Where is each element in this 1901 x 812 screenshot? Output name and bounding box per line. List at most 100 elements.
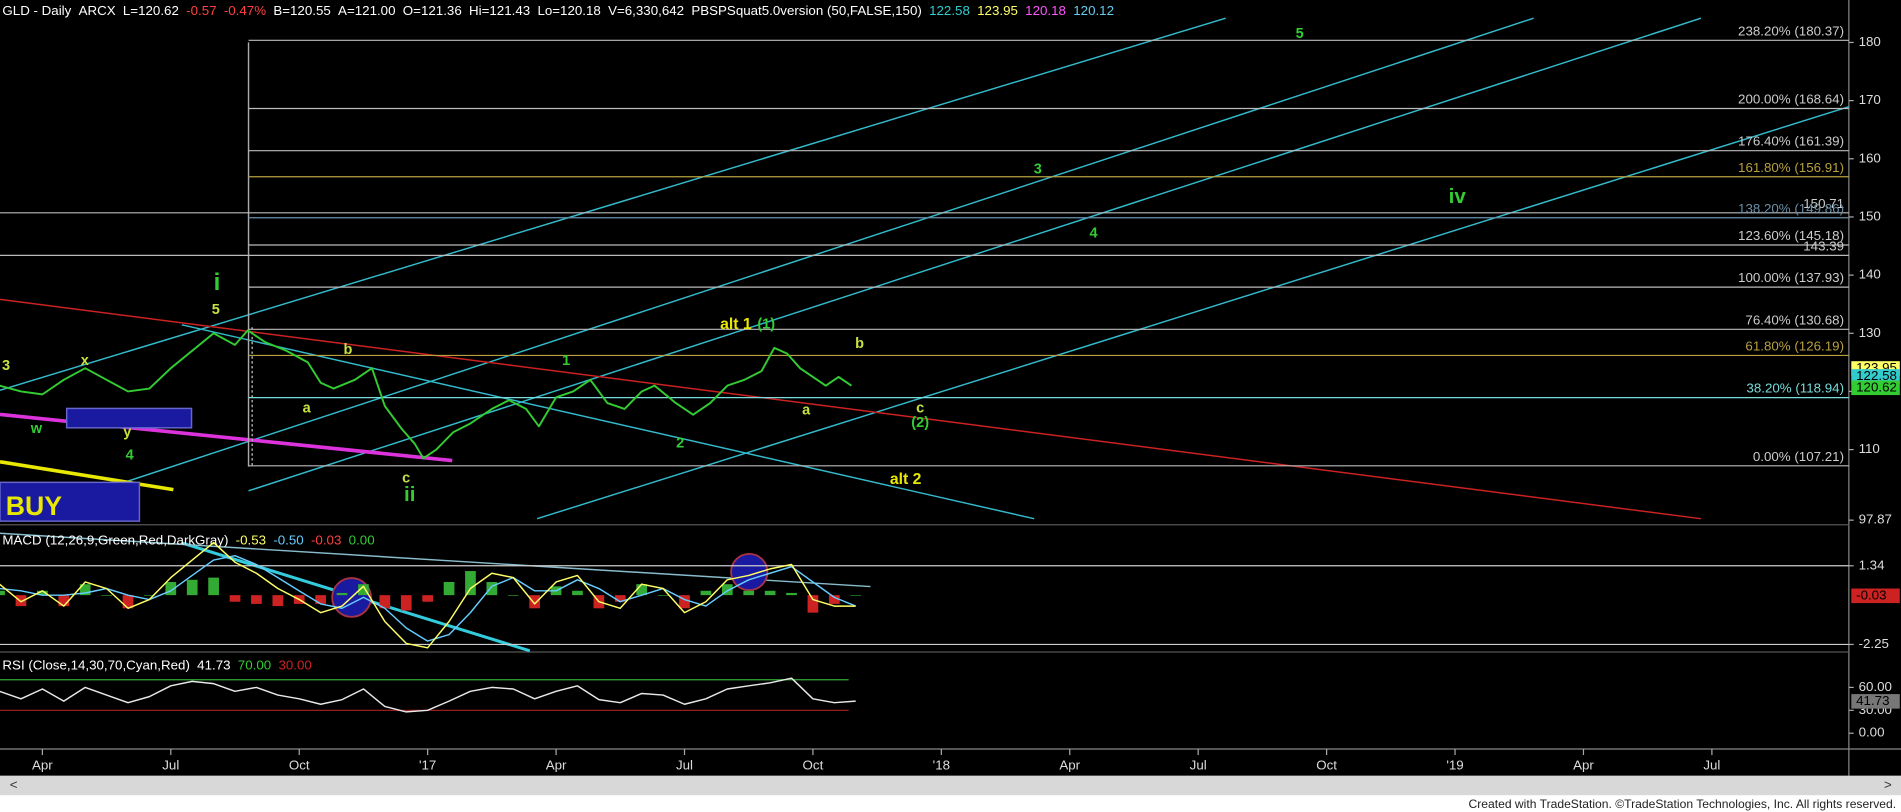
histogram-bar	[614, 595, 626, 602]
value-marker	[1851, 369, 1900, 384]
title-part: O=121.36	[403, 2, 462, 17]
y-tick-label: 160	[1859, 150, 1881, 165]
fib-label: 161.80% (156.91)	[1738, 160, 1844, 175]
title-part: 120.18	[1025, 2, 1066, 17]
histogram-bar	[122, 595, 134, 609]
trend-line	[0, 459, 174, 492]
title-part: Lo=120.18	[537, 2, 600, 17]
x-tick-label: Jul	[1703, 757, 1720, 772]
y-tick-label: 140	[1859, 267, 1881, 282]
fib-label: 61.80% (126.19)	[1745, 338, 1844, 353]
fib-label: 143.39	[1803, 238, 1844, 253]
wave-label: a	[303, 400, 312, 416]
footer-bar	[0, 795, 1901, 812]
series-line	[0, 329, 852, 460]
x-tick-label: '19	[1446, 757, 1463, 772]
histogram-bar	[37, 590, 48, 596]
wave-label: 4	[1090, 226, 1098, 242]
histogram-bar	[186, 579, 198, 596]
wave-label: 3	[1034, 162, 1042, 178]
series-line	[0, 554, 856, 642]
histogram-bar	[743, 590, 755, 596]
wave-label: 4	[126, 448, 134, 464]
histogram-bar	[15, 595, 27, 607]
trend-lines	[0, 17, 1850, 653]
fib-label: 76.40% (130.68)	[1745, 312, 1844, 327]
y-tick-label: 1.34	[1859, 557, 1886, 572]
y-tick-label: 97.87	[1859, 512, 1892, 527]
title-part: PBSPSquat5.0version (50,FALSE,150)	[691, 2, 921, 17]
title-part: V=6,330,642	[608, 2, 684, 17]
channel-line	[248, 17, 1702, 492]
title-part: B=120.55	[273, 2, 330, 17]
scroll-left[interactable]: <	[10, 777, 18, 792]
title-part: -0.47%	[224, 2, 266, 17]
y-tick-label: 110	[1859, 441, 1880, 456]
title-part: 0.00	[349, 532, 375, 547]
scrollbar[interactable]	[0, 775, 1901, 796]
title-part: 123.95	[977, 2, 1018, 17]
histogram-bar	[636, 584, 648, 596]
y-tick-label: 0.00	[1859, 725, 1885, 740]
wave-label: (1)	[757, 317, 775, 333]
fib-label: 100.00% (137.93)	[1738, 270, 1844, 285]
title-part: 122.58	[929, 2, 970, 17]
wave-label: 1	[562, 353, 570, 369]
wave-label: x	[81, 353, 89, 369]
value-marker-label: 120.62	[1856, 379, 1897, 394]
panel-title: RSI (Close,14,30,70,Cyan,Red) 41.73 70.00 3…	[2, 657, 311, 672]
plots: GLD - Daily ARCX L=120.62 -0.57 -0.47% B=120.…	[0, 2, 1900, 772]
wave-label: alt 1	[720, 316, 752, 333]
x-tick-label: Apr	[1573, 757, 1594, 772]
y-tick-label: 180	[1859, 34, 1881, 49]
y-tick-label: 130	[1859, 325, 1881, 340]
y-tick-label: 150	[1859, 208, 1881, 223]
title-part: -0.53	[236, 532, 266, 547]
fib-label: 200.00% (168.64)	[1738, 92, 1844, 107]
x-tick-label: Apr	[32, 757, 53, 772]
histogram-bar	[828, 595, 840, 604]
wave-label: iv	[1449, 185, 1467, 208]
wave-label: BUY	[6, 491, 63, 521]
histogram-bar	[679, 595, 690, 609]
x-tick-label: Apr	[546, 757, 567, 772]
title-part: ARCX	[79, 2, 116, 17]
wave-label: c	[916, 400, 924, 416]
series-line	[0, 677, 856, 713]
background	[0, 0, 1901, 776]
title-part: A=121.00	[338, 2, 395, 17]
x-tick-label: Apr	[1059, 757, 1080, 772]
histogram-bar	[465, 571, 476, 596]
wave-label: (2)	[911, 415, 929, 431]
histogram-bar	[208, 577, 219, 596]
fib-label: 138.20% (149.86)	[1738, 201, 1844, 216]
value-marker-label: -0.03	[1856, 587, 1886, 602]
x-tick-label: Jul	[676, 757, 693, 772]
fib-label: 150.71	[1803, 196, 1844, 211]
title-part: MACD (12,26,9,Green,Red,DarkGray)	[2, 532, 228, 547]
title-part: 30.00	[278, 657, 311, 672]
histogram-bar	[486, 581, 498, 596]
x-tick-label: '18	[933, 757, 950, 772]
histogram-bar	[572, 590, 583, 596]
title-part: -0.50	[273, 532, 303, 547]
value-marker-label: 122.58	[1856, 368, 1897, 383]
highlight-circle	[730, 552, 769, 592]
histogram-bar	[422, 595, 434, 602]
fib-label: 176.40% (161.39)	[1738, 134, 1844, 149]
wave-label: i	[214, 269, 221, 296]
title-part: Hi=121.43	[469, 2, 530, 17]
wave-label: alt 2	[890, 471, 922, 488]
channel-line	[0, 17, 1226, 391]
x-tick-label: Oct	[289, 757, 310, 772]
wave-label: 2	[676, 435, 684, 451]
histogram-bar	[764, 590, 776, 596]
wave-label: 5	[212, 302, 220, 318]
scroll-right[interactable]: >	[1884, 777, 1892, 792]
title-part: -0.03	[311, 532, 341, 547]
highlight-box	[0, 481, 141, 522]
title-part: -0.57	[186, 2, 216, 17]
histogram-bar	[251, 595, 262, 604]
histogram-bar	[58, 595, 70, 607]
value-marker	[1851, 380, 1900, 396]
